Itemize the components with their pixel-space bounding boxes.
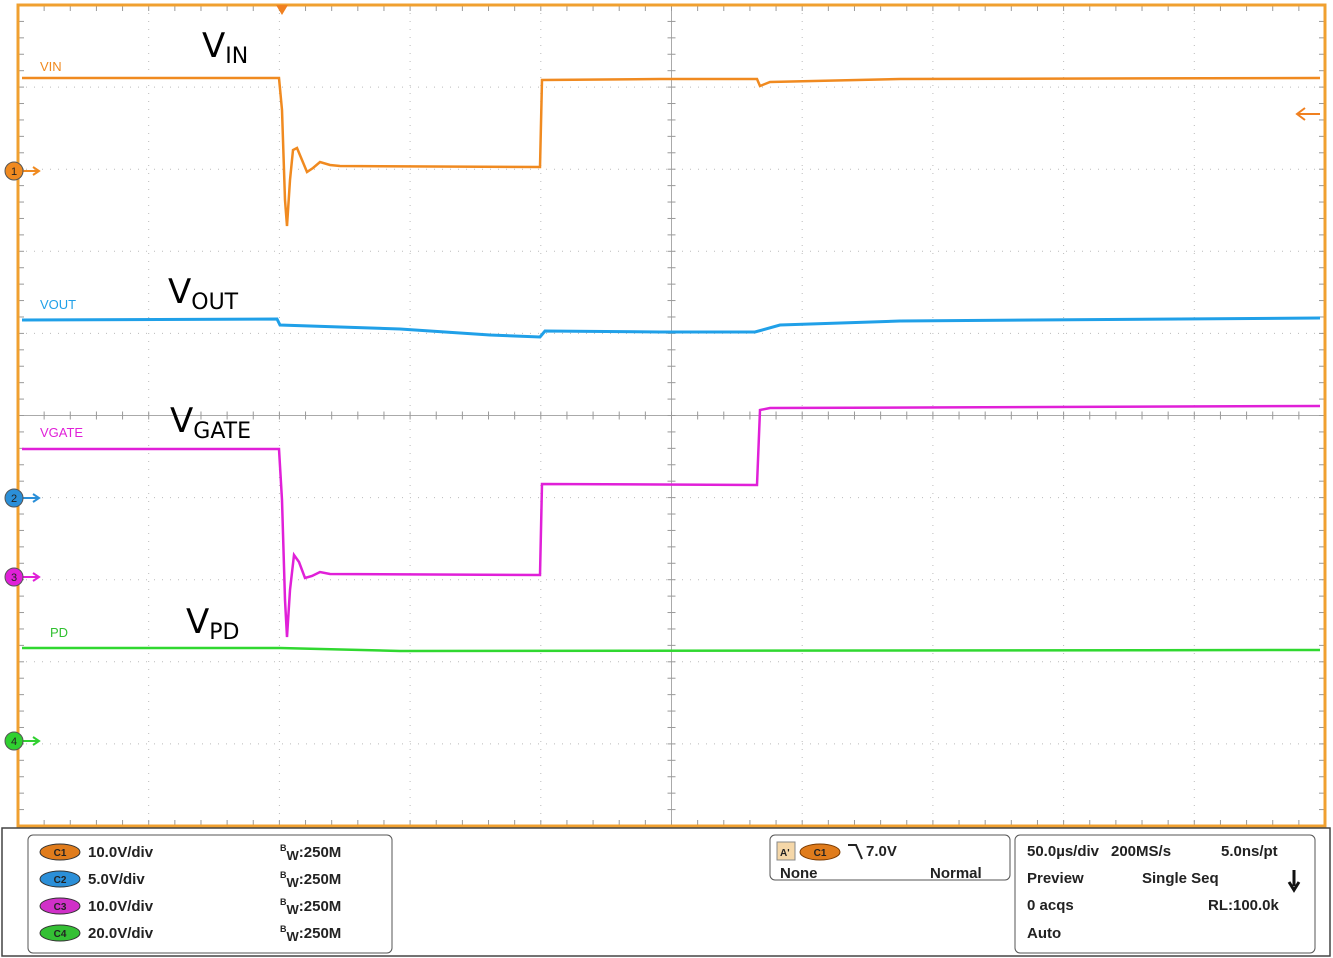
channel-badge: [39, 843, 81, 861]
bw-sub: W: [287, 875, 300, 890]
record-length: RL:100.0k: [1208, 897, 1280, 914]
channel-bandwidth: BW:250M: [280, 924, 341, 944]
trace-name: VIN: [202, 26, 248, 69]
trace-label: PD: [50, 625, 68, 640]
name-main: V: [170, 401, 193, 441]
channel-badge: [39, 897, 81, 915]
trace-vout: [21, 316, 1321, 339]
graticule: [17, 4, 1326, 827]
channel-name: C1: [54, 848, 67, 859]
trace-label: VIN: [40, 59, 62, 74]
trace-pd: [22, 646, 1321, 653]
marker-arrow: [22, 493, 41, 503]
trace-vgate: [22, 404, 1321, 638]
marker-arrow: [22, 736, 41, 746]
channel-scale: 5.0V/div: [88, 871, 145, 888]
name-sub: PD: [209, 620, 239, 645]
bw-value: :250M: [299, 871, 342, 888]
trigger-level: 7.0V: [866, 843, 897, 860]
bw-sub: W: [287, 902, 300, 917]
name-main: V: [186, 602, 209, 642]
bw-sup: B: [280, 870, 287, 880]
channel-scale: 10.0V/div: [88, 844, 154, 861]
trace-name: VPD: [186, 602, 239, 645]
channel-panel: [27, 834, 393, 954]
resolution: 5.0ns/pt: [1221, 843, 1278, 860]
bw-sub: W: [287, 848, 300, 863]
trace-name: VOUT: [168, 272, 239, 315]
trace-label: VOUT: [40, 297, 76, 312]
trace-name: VGATE: [170, 401, 251, 444]
trigger-icon-box: [776, 841, 796, 861]
channel-bandwidth: BW:250M: [280, 843, 341, 863]
name-sub: OUT: [191, 290, 238, 315]
acquisition-panel: [1014, 834, 1316, 954]
channel-scale: 10.0V/div: [88, 898, 154, 915]
bw-value: :250M: [299, 925, 342, 942]
acq-count: 0 acqs: [1027, 897, 1074, 914]
channel-markers: 1 2 3 4: [4, 161, 41, 751]
bw-sup: B: [280, 924, 287, 934]
trigger-slope: [848, 844, 863, 860]
marker-arrow: [22, 166, 41, 176]
trace-labels: VIN VOUT VGATE PD VIN VOUT VGATE VPD: [40, 26, 251, 645]
bw-sub: W: [287, 929, 300, 944]
marker-circle: [4, 488, 24, 508]
marker-arrow: [22, 572, 41, 582]
trigger-level: [1295, 107, 1320, 121]
trace-label: VGATE: [40, 425, 83, 440]
marker-circle: [4, 567, 24, 587]
channel-name: C2: [54, 875, 67, 886]
bw-value: :250M: [299, 898, 342, 915]
status-bar: [1, 827, 1331, 957]
trigger-coupling: None: [780, 865, 818, 882]
channel-badge: [39, 924, 81, 942]
marker-label: 2: [11, 493, 17, 505]
channel-badge: [39, 870, 81, 888]
marker-label: 3: [11, 572, 17, 584]
graticule-border: [16, 3, 1327, 828]
channel-name: C3: [54, 902, 67, 913]
trigger-mode: Normal: [930, 865, 982, 882]
timebase: 50.0µs/div: [1027, 843, 1100, 860]
trace-vin: [22, 76, 1321, 227]
marker-circle: [4, 161, 24, 181]
name-sub: IN: [225, 44, 248, 69]
trigger-mode-auto: Auto: [1027, 925, 1061, 942]
bw-sup: B: [280, 843, 287, 853]
name-main: V: [168, 272, 191, 312]
name-sub: GATE: [193, 419, 251, 444]
marker-circle: [4, 731, 24, 751]
bw-sup: B: [280, 897, 287, 907]
channel-bandwidth: BW:250M: [280, 870, 341, 890]
trigger-icon: A': [780, 848, 790, 859]
channel-bandwidth: BW:250M: [280, 897, 341, 917]
channel-name: C4: [54, 929, 67, 940]
channel-scale: 20.0V/div: [88, 925, 154, 942]
trigger-badge: [799, 843, 841, 861]
trigger-position: [276, 5, 288, 15]
name-main: V: [202, 26, 225, 66]
marker-label: 1: [11, 166, 17, 178]
bw-value: :250M: [299, 844, 342, 861]
acq-indicator: [1287, 870, 1301, 893]
trigger-source: C1: [814, 848, 827, 859]
acq-mode: Preview: [1027, 870, 1084, 887]
sample-rate: 200MS/s: [1111, 843, 1171, 860]
marker-label: 4: [11, 736, 17, 748]
sequence: Single Seq: [1142, 870, 1219, 887]
